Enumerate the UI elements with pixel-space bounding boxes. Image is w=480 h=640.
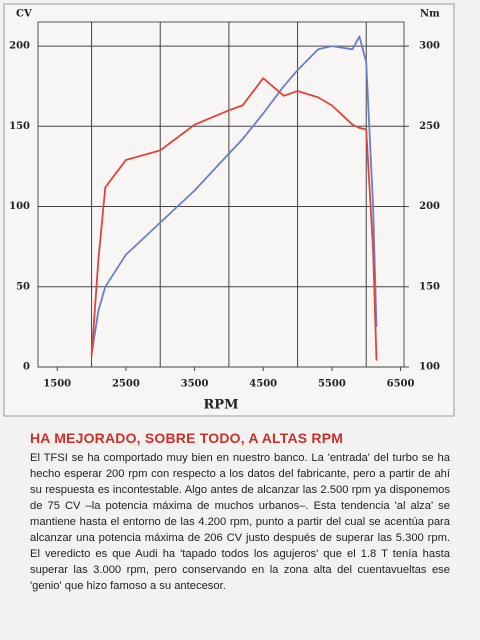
x-tick-label: 3500 <box>181 379 209 390</box>
x-tick-label: 6500 <box>387 379 415 390</box>
x-axis-label: RPM <box>204 398 239 413</box>
y2-tick-label: 100 <box>419 362 440 373</box>
x-tick-label: 4500 <box>249 379 277 390</box>
article-heading: HA MEJORADO, SOBRE TODO, A ALTAS RPM <box>30 430 344 446</box>
y-tick-label: 150 <box>9 121 30 132</box>
x-tick-label: 2500 <box>112 379 140 390</box>
chart: CV Nm RPM 0 50 100 150 200 100 150 200 250 300 150… <box>3 3 455 417</box>
x-tick-label: 5500 <box>318 379 346 390</box>
y2-tick-label: 300 <box>419 41 440 52</box>
y-tick-label: 50 <box>16 281 30 292</box>
y2-tick-label: 150 <box>419 281 440 292</box>
series-line <box>90 35 378 355</box>
y-tick-label: 200 <box>9 41 30 52</box>
x-tick-label: 1500 <box>43 379 71 390</box>
y2-tick-label: 250 <box>419 121 440 132</box>
article-body: El TFSI se ha comportado muy bien en nue… <box>30 452 450 592</box>
y2-axis-label: Nm <box>420 9 440 20</box>
y-tick-label: 100 <box>9 201 30 212</box>
y-tick-label: 0 <box>23 362 30 373</box>
article: HA MEJORADO, SOBRE TODO, A ALTAS RPM El … <box>30 430 450 594</box>
y-axis-label: CV <box>16 9 32 20</box>
series-line <box>90 77 378 361</box>
y2-tick-label: 200 <box>419 201 440 212</box>
